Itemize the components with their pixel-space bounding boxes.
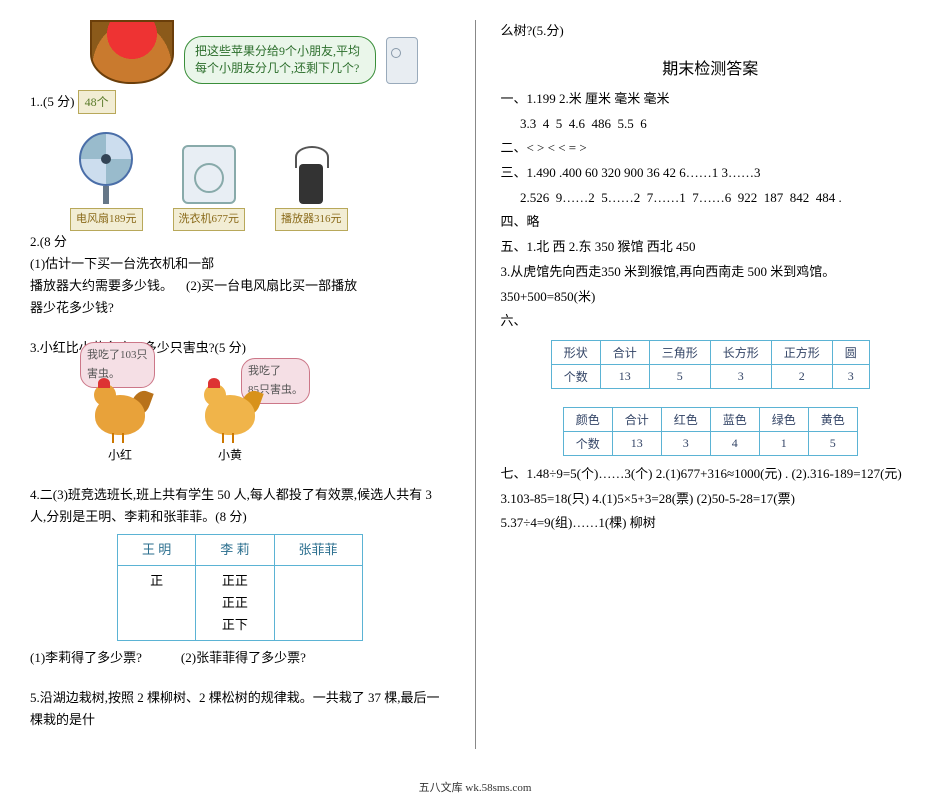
- ans-l5: 四、略: [500, 210, 920, 235]
- st-h2: 三角形: [649, 340, 710, 364]
- st-c3: 3: [710, 364, 771, 388]
- q5-text: 5.沿湖边栽树,按照 2 棵柳树、2 棵松树的规律栽。一共栽了 37 棵,最后一…: [30, 687, 450, 731]
- fan-price: 电风扇189元: [70, 208, 143, 231]
- washer-item: 洗衣机677元: [173, 145, 246, 231]
- player-price: 播放器316元: [275, 208, 348, 231]
- washer-price: 洗衣机677元: [173, 208, 246, 231]
- ans-l7: 3.从虎馆先向西走350 米到猴馆,再向西南走 500 米到鸡馆。350+500…: [500, 260, 920, 309]
- st-c2: 5: [649, 364, 710, 388]
- vote-table: 王 明 李 莉 张菲菲 正 正正 正正 正下: [117, 534, 363, 641]
- st-c4: 2: [771, 364, 832, 388]
- q2-label: 2.(8 分: [30, 231, 450, 253]
- speech-bubble: 把这些苹果分给9个小朋友,平均每个小朋友分几个,还剩下几个?: [184, 36, 376, 84]
- shape-table: 形状 合计 三角形 长方形 正方形 圆 个数 13 5 3 2 3: [551, 340, 870, 389]
- st-h3: 长方形: [710, 340, 771, 364]
- q1-label: 1..(5 分): [30, 94, 74, 109]
- ct-c3: 4: [710, 431, 759, 455]
- st-h4: 正方形: [771, 340, 832, 364]
- ans-l1: 3.3 4 5 4.6 486 5.5 6: [500, 112, 920, 137]
- st-h0: 形状: [551, 340, 600, 364]
- vote-c2: 正正 正正 正下: [196, 565, 274, 640]
- ct-h1: 合计: [612, 407, 661, 431]
- ans2-l1: 3.103-85=18(只) 4.(1)5×5+3=28(票) (2)50-5-…: [500, 487, 920, 512]
- player-item: 播放器316元: [275, 164, 348, 231]
- q4-sub: (1)李莉得了多少票? (2)张菲菲得了多少票?: [30, 647, 450, 669]
- ans2-l0: 七、1.48÷9=5(个)……3(个) 2.(1)677+316≈1000(元)…: [500, 462, 920, 487]
- ans-l2: 二、< > < < = >: [500, 136, 920, 161]
- chicken-red: [90, 378, 150, 443]
- st-h5: 圆: [832, 340, 869, 364]
- ct-h3: 蓝色: [710, 407, 759, 431]
- q2-p1c: (2)买一台电风扇比买一部播放: [186, 278, 357, 293]
- ct-c5: 5: [808, 431, 857, 455]
- chicken-yellow: [200, 378, 260, 443]
- ct-h2: 红色: [661, 407, 710, 431]
- fan-item: 电风扇189元: [70, 132, 143, 231]
- st-c0: 个数: [551, 364, 600, 388]
- st-c5: 3: [832, 364, 869, 388]
- q2-p1a: (1)估计一下买一台洗衣机和一部: [30, 253, 450, 275]
- ans-l4: 2.526 9……2 5……2 7……1 7……6 922 187 842 48…: [500, 186, 920, 211]
- ans-l0: 一、1.199 2.米 厘米 毫米 毫米: [500, 87, 920, 112]
- ct-h4: 绿色: [759, 407, 808, 431]
- q2-p1b: 播放器大约需要多少钱。: [30, 278, 173, 293]
- page-footer: 五八文库 wk.58sms.com: [0, 779, 950, 795]
- ct-c1: 13: [612, 431, 661, 455]
- vote-h1: 王 明: [117, 534, 195, 565]
- vote-c1: 正: [117, 565, 195, 640]
- count-box: 48个: [78, 90, 116, 114]
- q5-cont: 么树?(5.分): [500, 20, 920, 39]
- vote-h3: 张菲菲: [274, 534, 362, 565]
- ct-c0: 个数: [563, 431, 612, 455]
- ans-l6: 五、1.北 西 2.东 350 猴馆 西北 450: [500, 235, 920, 260]
- yellow-name: 小黄: [200, 445, 260, 465]
- answer-title: 期末检测答案: [500, 55, 920, 79]
- q2-p1d: 器少花多少钱?: [30, 297, 450, 319]
- ct-c4: 1: [759, 431, 808, 455]
- red-name: 小红: [90, 445, 150, 465]
- basket-illustration: [90, 20, 174, 84]
- ans-l8: 六、: [500, 309, 920, 334]
- q4-text: 4.二(3)班竞选班长,班上共有学生 50 人,每人都投了有效票,候选人共有 3…: [30, 484, 450, 528]
- st-c1: 13: [600, 364, 649, 388]
- vote-c3: [274, 565, 362, 640]
- ans-l3: 三、1.490 .400 60 320 900 36 42 6……1 3……3: [500, 161, 920, 186]
- st-h1: 合计: [600, 340, 649, 364]
- milk-illustration: [386, 37, 418, 84]
- ct-h5: 黄色: [808, 407, 857, 431]
- ans2-l2: 5.37÷4=9(组)……1(棵) 柳树: [500, 511, 920, 536]
- ct-h0: 颜色: [563, 407, 612, 431]
- color-table: 颜色 合计 红色 蓝色 绿色 黄色 个数 13 3 4 1 5: [563, 407, 858, 456]
- ct-c2: 3: [661, 431, 710, 455]
- vote-h2: 李 莉: [196, 534, 274, 565]
